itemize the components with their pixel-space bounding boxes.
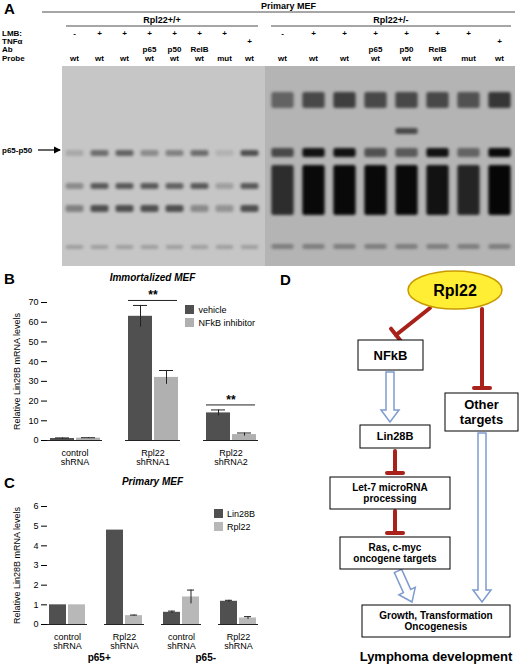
svg-text:**: ** [226, 393, 236, 407]
svg-text:+: + [404, 29, 409, 38]
svg-text:+: + [122, 29, 127, 38]
svg-text:wt: wt [244, 54, 254, 63]
svg-text:70: 70 [28, 297, 38, 307]
svg-text:+: + [373, 29, 378, 38]
svg-text:wt: wt [308, 54, 318, 63]
svg-text:wt: wt [94, 54, 104, 63]
svg-text:6: 6 [33, 501, 38, 511]
html-text:NFkB inhibitor: NFkB inhibitor [198, 318, 255, 328]
svg-text:NFkB: NFkB [374, 348, 408, 363]
svg-text:Rpl22+/-: Rpl22+/- [373, 15, 408, 25]
svg-text:Ras, c-myc: Ras, c-myc [369, 542, 422, 553]
svg-text:processing: processing [363, 493, 416, 504]
svg-text:Relative Lin28B mRNA levels: Relative Lin28B mRNA levels [12, 506, 22, 624]
svg-text:+: + [172, 29, 177, 38]
svg-text:50: 50 [28, 337, 38, 347]
svg-text:wt: wt [277, 54, 287, 63]
svg-text:p50: p50 [400, 45, 414, 54]
html-text:C: C [4, 474, 15, 491]
svg-text:0: 0 [33, 619, 38, 629]
svg-text:wt: wt [144, 54, 154, 63]
svg-text:30: 30 [28, 376, 38, 386]
html-text:p65-: p65- [195, 652, 216, 663]
svg-text:+: + [342, 29, 347, 38]
svg-text:**: ** [148, 288, 158, 302]
svg-text:wt: wt [401, 54, 411, 63]
svg-text:2: 2 [33, 580, 38, 590]
svg-text:controlshRNA: controlshRNA [61, 448, 90, 467]
svg-text:+: + [435, 29, 440, 38]
svg-text:40: 40 [28, 357, 38, 367]
svg-text:wt: wt [339, 54, 349, 63]
svg-text:4: 4 [33, 541, 38, 551]
svg-text:Probe: Probe [2, 54, 25, 63]
svg-text:wt: wt [169, 54, 179, 63]
svg-text:3: 3 [33, 560, 38, 570]
svg-text:mut: mut [217, 54, 232, 63]
html-text:B: B [4, 270, 15, 287]
svg-text:RelB: RelB [428, 45, 446, 54]
svg-text:+: + [197, 29, 202, 38]
svg-text:+: + [222, 29, 227, 38]
html-text:p65+: p65+ [87, 652, 111, 663]
svg-text:60: 60 [28, 317, 38, 327]
svg-text:Rpl22shRNA1: Rpl22shRNA1 [136, 448, 170, 467]
svg-text:Rpl22shRNA: Rpl22shRNA [224, 632, 253, 651]
svg-text:Ab: Ab [2, 45, 13, 54]
html-text:vehicle: vehicle [198, 305, 227, 315]
svg-text:A: A [4, 0, 15, 17]
svg-text:wt: wt [69, 54, 79, 63]
svg-text:Rpl22shRNA2: Rpl22shRNA2 [214, 448, 248, 467]
svg-text:20: 20 [28, 396, 38, 406]
svg-text:targets: targets [460, 412, 503, 427]
svg-text:+: + [97, 29, 102, 38]
svg-text:LMB:: LMB: [2, 29, 22, 38]
html-text:Immortalized MEF: Immortalized MEF [109, 272, 196, 283]
svg-text:p50: p50 [168, 45, 182, 54]
svg-text:p65: p65 [369, 45, 383, 54]
svg-text:wt: wt [432, 54, 442, 63]
svg-text:wt: wt [494, 54, 504, 63]
svg-text:Other: Other [464, 397, 499, 412]
svg-text:Lin28B: Lin28B [377, 430, 414, 442]
svg-text:Lymphoma development: Lymphoma development [360, 649, 513, 664]
svg-text:+: + [147, 29, 152, 38]
svg-text:Growth, Transformation: Growth, Transformation [379, 610, 492, 621]
svg-text:oncogene targets: oncogene targets [353, 553, 437, 564]
html-text:Lin28B: Lin28B [227, 509, 255, 519]
svg-text:Let-7 microRNA: Let-7 microRNA [352, 482, 428, 493]
svg-text:D: D [280, 271, 291, 288]
svg-text:+: + [497, 37, 502, 46]
svg-text:Rpl22shRNA: Rpl22shRNA [110, 632, 139, 651]
svg-text:p65-p50: p65-p50 [2, 146, 33, 155]
svg-text:TNFα: TNFα [2, 37, 23, 46]
svg-text:+: + [247, 37, 252, 46]
html-text:Primary MEF: Primary MEF [121, 476, 184, 487]
svg-text:p65: p65 [143, 45, 157, 54]
svg-text:controlshRNA: controlshRNA [53, 632, 82, 651]
svg-text:wt: wt [370, 54, 380, 63]
svg-text:-: - [281, 29, 284, 38]
svg-text:+: + [311, 29, 316, 38]
svg-text:Oncogenesis: Oncogenesis [405, 621, 468, 632]
svg-text:Rpl22: Rpl22 [433, 282, 477, 299]
svg-text:Relative Lin28B mRNA levels: Relative Lin28B mRNA levels [12, 312, 22, 430]
svg-text:controlshRNA: controlshRNA [167, 632, 196, 651]
svg-text:1: 1 [33, 600, 38, 610]
svg-text:Primary MEF: Primary MEF [261, 1, 317, 11]
svg-text:RelB: RelB [190, 45, 208, 54]
svg-text:+: + [466, 29, 471, 38]
svg-text:0: 0 [33, 435, 38, 445]
svg-text:mut: mut [461, 54, 476, 63]
svg-text:wt: wt [119, 54, 129, 63]
svg-text:Rpl22+/+: Rpl22+/+ [143, 15, 181, 25]
svg-text:-: - [73, 29, 76, 38]
svg-text:5: 5 [33, 521, 38, 531]
svg-text:wt: wt [194, 54, 204, 63]
html-text:Rpl22: Rpl22 [227, 522, 251, 532]
svg-text:10: 10 [28, 416, 38, 426]
